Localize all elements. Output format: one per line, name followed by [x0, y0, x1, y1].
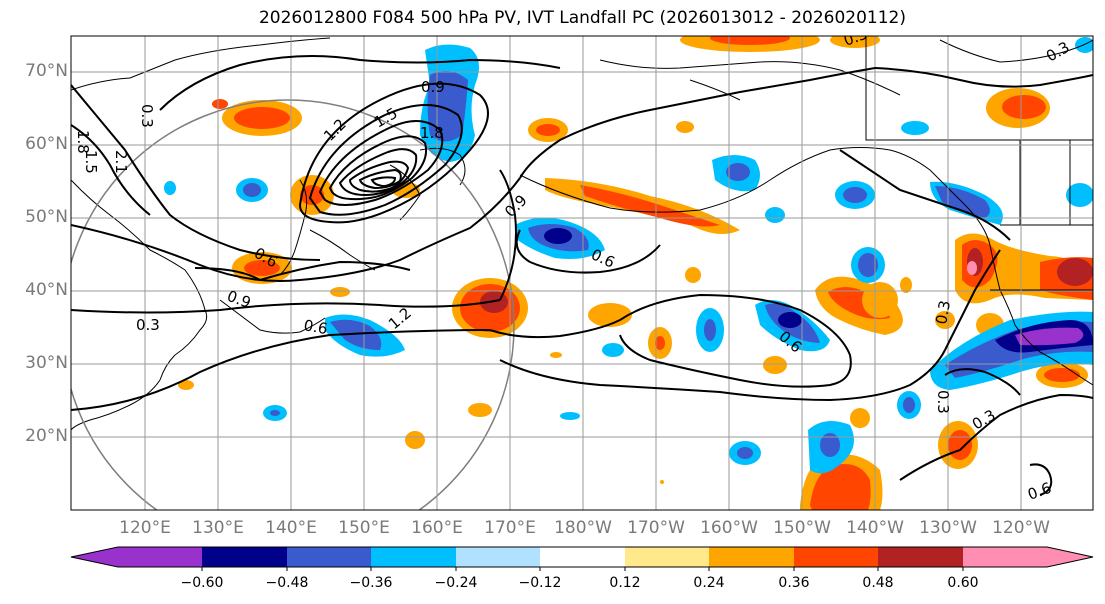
colorbar-segment [709, 547, 794, 567]
lon-label: 120°W [992, 518, 1050, 538]
colorbar-tick-label: −0.36 [349, 575, 393, 591]
colorbar-segment [625, 547, 709, 567]
lon-label: 150°E [338, 518, 390, 538]
contour-label: 0.3 [136, 316, 160, 334]
colorbar-segment [202, 547, 287, 567]
colorbar-tick-label: 0.36 [778, 575, 810, 591]
lon-label: 150°W [773, 518, 831, 538]
plot-frame [70, 35, 1094, 511]
contour-label: 1.8 [420, 124, 444, 142]
colorbar-tick-label: 0.48 [862, 575, 894, 591]
lat-label: 40°N [25, 280, 68, 300]
contour-label: 0.3 [932, 299, 954, 326]
pv-contours [71, 55, 1093, 496]
lon-label: 130°W [919, 518, 977, 538]
lon-label: 120°E [119, 518, 171, 538]
colorbar-tick-label: 0.24 [693, 575, 725, 591]
contour-label: 0.3 [934, 390, 952, 414]
contour-label: 1.8 [74, 130, 92, 154]
colorbar-segment [287, 547, 371, 567]
lon-label: 130°E [192, 518, 244, 538]
lat-label: 60°N [25, 134, 68, 154]
contour-label: 0.6 [302, 316, 329, 338]
colorbar-segment [118, 547, 202, 567]
colorbar-extend-low [71, 547, 118, 567]
contour-label: 1.5 [82, 150, 100, 174]
lat-label: 50°N [25, 207, 68, 227]
distance-circle [71, 99, 515, 510]
colorbar-segment [878, 547, 963, 567]
gridlines [71, 36, 1093, 510]
colorbar-segment [963, 547, 1047, 567]
lat-label: 20°N [25, 426, 68, 446]
lon-label: 180°W [554, 518, 612, 538]
colorbar-tick-label: −0.48 [265, 575, 309, 591]
lon-label: 160°E [411, 518, 463, 538]
colorbar-segment [371, 547, 456, 567]
colorbar-tick-label: 0.12 [609, 575, 641, 591]
colorbar-tick-label: 0.60 [947, 575, 979, 591]
colorbar-segment [540, 547, 625, 567]
colorbar-segment [456, 547, 540, 567]
coastlines [71, 36, 1093, 431]
lon-label: 160°W [700, 518, 758, 538]
colorbar-segment [794, 547, 878, 567]
map-title: 2026012800 F084 500 hPa PV, IVT Landfall… [258, 8, 906, 28]
colorbar-tick-label: −0.12 [518, 575, 562, 591]
contour-label: 0.9 [421, 78, 445, 96]
colorbar [70, 546, 1094, 571]
lon-label: 170°E [484, 518, 536, 538]
negative-anomaly-shading [164, 37, 1093, 474]
lon-label: 170°W [627, 518, 685, 538]
lat-label: 30°N [25, 353, 68, 373]
contour-label: 2.1 [112, 150, 130, 174]
lon-label: 140°W [846, 518, 904, 538]
colorbar-tick-label: −0.24 [434, 575, 478, 591]
colorbar-extend-high [1047, 547, 1093, 567]
contour-label: 0.3 [138, 104, 156, 128]
lat-label: 70°N [25, 61, 68, 81]
lon-label: 140°E [265, 518, 317, 538]
colorbar-tick-label: −0.60 [180, 575, 224, 591]
